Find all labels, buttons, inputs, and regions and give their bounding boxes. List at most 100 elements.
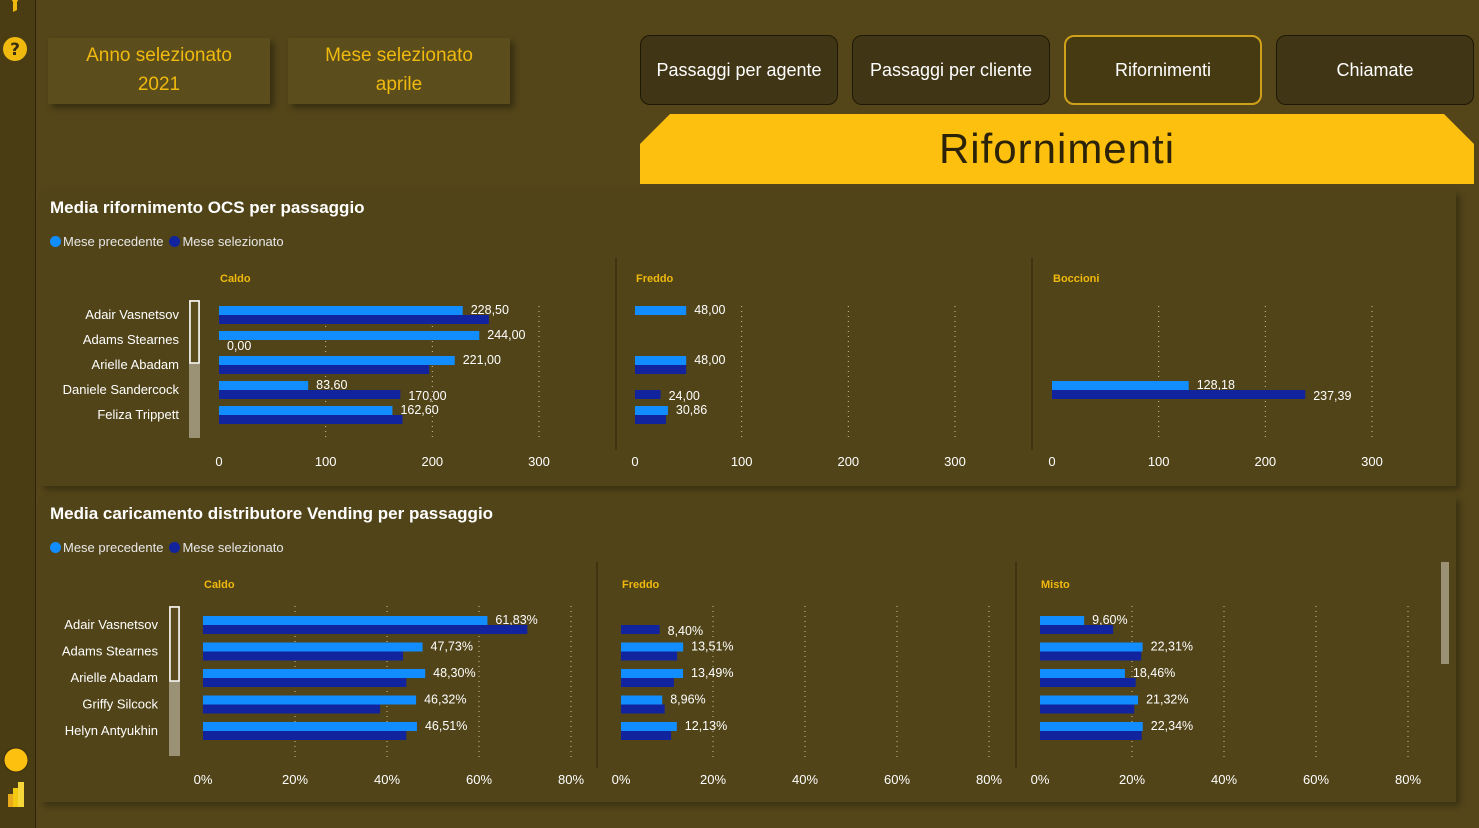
data-label: 13,51% [691,640,733,654]
data-label: 24,00 [669,389,700,403]
bar-mese-selezionato [635,390,661,399]
facet-label: Freddo [622,579,660,591]
legend-item-selected[interactable]: Mese selezionato [169,234,284,249]
bar-mese-precedente [203,616,488,625]
legend-item-selected[interactable]: Mese selezionato [169,540,284,555]
category-label: Arielle Abadam [71,670,158,685]
tick-label: 200 [1254,454,1276,469]
tick-label: 40% [792,772,818,787]
tick-label: 60% [1303,772,1329,787]
nav-button-rifornimenti[interactable]: Rifornimenti [1064,35,1262,105]
facet-label: Freddo [636,273,674,285]
bar-mese-selezionato [635,415,666,424]
tick-label: 80% [1395,772,1421,787]
tick-label: 100 [315,454,337,469]
tick-label: 80% [558,772,584,787]
bar-mese-selezionato [1040,678,1136,687]
tick-label: 80% [976,772,1002,787]
facet-label: Caldo [204,579,235,591]
bar-mese-precedente [203,642,423,652]
bar-mese-precedente [1040,722,1143,731]
bar-mese-selezionato [621,704,665,714]
page-title: Rifornimenti [938,125,1176,172]
bar-mese-precedente [1040,669,1125,678]
data-label: 47,73% [431,640,473,654]
tick-label: 20% [282,772,308,787]
bar-mese-precedente [219,356,455,365]
data-label: 83,60 [316,378,347,392]
data-label: 48,30% [433,666,475,680]
data-label: 30,86 [676,403,707,417]
bar-mese-selezionato [1040,731,1142,740]
data-label: 162,60 [400,403,438,417]
page-banner [640,114,1474,184]
bar-mese-selezionato [203,704,381,714]
bar-mese-precedente [219,381,309,390]
tick-label: 200 [837,454,859,469]
category-label: Daniele Sandercock [63,382,180,397]
bar-mese-selezionato [203,678,407,687]
bar-mese-precedente [203,722,417,731]
legend-label-prev: Mese precedente [63,234,164,249]
data-label: 128,18 [1197,378,1235,392]
tick-label: 60% [466,772,492,787]
year-label: Anno selezionato [86,45,232,66]
tick-label: 0% [612,772,631,787]
nav-button-chiamate[interactable]: Chiamate [1276,35,1474,105]
nav-button-passaggi-agente[interactable]: Passaggi per agente [640,35,838,105]
data-label: 48,00 [694,353,725,367]
ocs-chart-panel: Media rifornimento OCS per passaggio Mes… [40,190,1456,486]
tick-label: 100 [1148,454,1170,469]
powerbi-icon [8,782,24,807]
bar-mese-selezionato [203,651,404,661]
bar-mese-precedente [621,642,684,652]
tick-label: 40% [374,772,400,787]
bar-mese-selezionato [635,365,687,374]
vending-chart-panel: Media caricamento distributore Vending p… [40,496,1456,802]
bar-mese-precedente [1040,695,1139,705]
category-scrollbar-thumb[interactable] [169,606,180,682]
panel-scrollbar-thumb[interactable] [1441,562,1449,664]
tick-label: 40% [1211,772,1237,787]
legend-item-prev[interactable]: Mese precedente [50,540,163,555]
data-label: 228,50 [471,303,509,317]
tick-label: 300 [528,454,550,469]
category-label: Arielle Abadam [92,357,179,372]
help-icon[interactable]: ? [2,36,28,62]
tick-label: 20% [700,772,726,787]
bar-mese-precedente [1040,616,1085,625]
bar-mese-precedente [219,331,480,340]
data-label: 21,32% [1146,693,1188,707]
legend-label-selected: Mese selezionato [182,234,284,249]
bar-mese-selezionato [1040,651,1142,661]
bar-mese-selezionato [621,625,660,634]
data-label: 46,51% [425,719,467,733]
data-label: 8,96% [670,693,705,707]
data-label: 8,40% [668,624,703,638]
circle-icon[interactable] [2,747,28,773]
bar-mese-selezionato [219,390,401,399]
data-label: 244,00 [487,328,525,342]
bar-mese-precedente [635,306,687,315]
tick-label: 300 [1361,454,1383,469]
facet-label: Caldo [220,273,251,285]
data-label: 237,39 [1313,389,1351,403]
tick-label: 0 [1048,454,1055,469]
category-label: Adams Stearnes [62,644,159,659]
left-toolbar: ? [0,0,36,828]
category-label: Adair Vasnetsov [85,307,179,322]
bar-mese-selezionato [203,625,528,634]
bar-mese-precedente [203,669,426,678]
category-scrollbar-thumb[interactable] [189,300,200,364]
year-selector-card: Anno selezionato 2021 [48,38,270,104]
category-label: Adams Stearnes [83,332,180,347]
data-label: 48,00 [694,303,725,317]
filter-icon[interactable] [2,0,28,20]
bar-mese-selezionato [621,731,672,740]
bar-mese-precedente [1052,381,1189,390]
legend-item-prev[interactable]: Mese precedente [50,234,163,249]
data-label: 170,00 [408,389,446,403]
data-label: 61,83% [495,613,537,627]
tick-label: 60% [884,772,910,787]
nav-button-passaggi-cliente[interactable]: Passaggi per cliente [852,35,1050,105]
